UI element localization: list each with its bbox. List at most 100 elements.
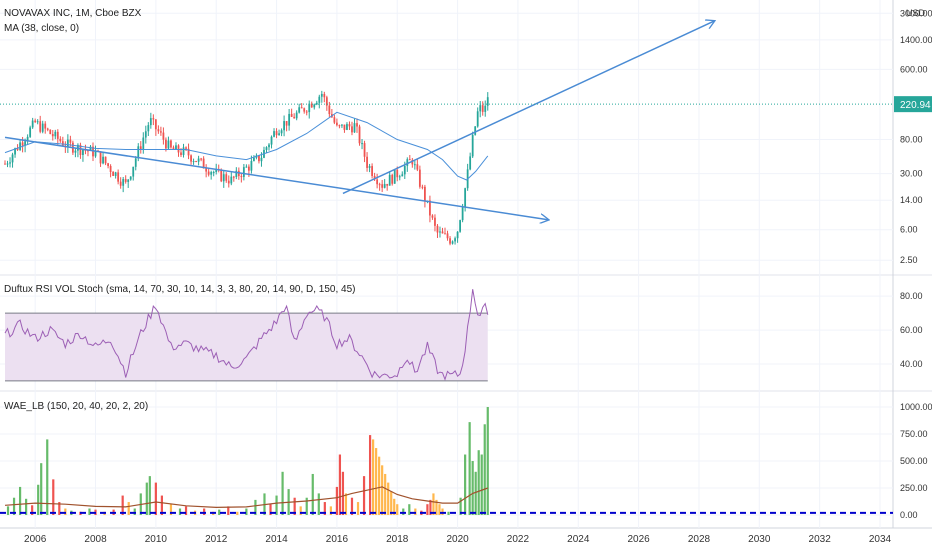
price-candle [79, 144, 82, 155]
price-candle [132, 166, 135, 177]
price-candle [391, 174, 394, 184]
price-candle [225, 174, 228, 181]
price-candle [413, 164, 416, 166]
price-candle [119, 181, 122, 186]
price-candle [341, 124, 343, 126]
wae-bar [178, 508, 182, 515]
wae-bar [381, 465, 384, 515]
price-candle [61, 141, 64, 146]
price-candle [44, 123, 47, 129]
price-candle [242, 167, 245, 177]
time-axis-label: 2006 [24, 534, 47, 545]
price-axis-label: 30.00 [900, 169, 923, 179]
price-candle [383, 183, 386, 188]
price-candle [398, 176, 401, 178]
wae-bar [154, 482, 157, 515]
price-candle [436, 225, 439, 233]
price-candle [278, 133, 280, 136]
price-candle [144, 131, 147, 138]
wae-legend-label[interactable]: WAE_LB (150, 20, 40, 20, 2, 20) [4, 401, 149, 412]
price-candle [295, 112, 298, 119]
price-candle [197, 158, 200, 162]
wae-bar [46, 439, 49, 515]
price-candle [66, 139, 69, 148]
price-candle [469, 156, 472, 170]
price-candle [147, 125, 150, 132]
price-candle [335, 122, 338, 126]
wae-bar [52, 479, 55, 515]
price-candle [280, 130, 283, 134]
time-axis-label: 2028 [688, 534, 711, 545]
price-candle [222, 174, 225, 182]
price-candle [268, 144, 270, 148]
price-candle [16, 148, 19, 150]
time-axis-label: 2030 [748, 534, 771, 545]
price-candle [446, 233, 449, 239]
wae-bar [396, 504, 399, 515]
wae-bar [12, 497, 16, 515]
price-candle [371, 166, 373, 176]
price-candle [9, 162, 11, 164]
wae-bar [429, 499, 432, 515]
wae-bar [236, 511, 239, 515]
price-candle [328, 105, 331, 115]
wae-bar [435, 499, 438, 515]
price-candle [351, 126, 353, 133]
wae-bar [362, 476, 366, 515]
price-candle [112, 171, 115, 176]
wae-bar [311, 473, 314, 515]
price-candle [202, 158, 205, 169]
price-candle [51, 134, 54, 137]
wae-bar [414, 508, 417, 515]
price-candle [235, 170, 238, 177]
price-candle [6, 163, 9, 165]
price-candle [82, 149, 84, 155]
price-candle [396, 169, 399, 178]
price-candle [159, 131, 162, 133]
price-candle [315, 102, 318, 105]
wae-axis-label: 1000.00 [900, 402, 932, 412]
price-candle [162, 132, 165, 140]
wae-bar [335, 486, 338, 515]
price-candle [232, 176, 235, 178]
wae-bar [281, 471, 284, 515]
price-candle [104, 156, 107, 164]
wae-axis-label: 500.00 [900, 456, 928, 466]
wae-bar [218, 509, 221, 515]
price-axis-label: 80.00 [900, 135, 923, 145]
time-axis-label: 2024 [567, 534, 590, 545]
wae-bar [203, 508, 206, 515]
wae-bar [329, 506, 332, 515]
price-candle [21, 142, 24, 146]
wae-bar [378, 456, 381, 515]
time-axis-label: 2012 [205, 534, 228, 545]
wae-explosion-line [4, 486, 489, 509]
price-candle [418, 169, 421, 187]
price-candle [109, 166, 112, 172]
wae-bar [384, 473, 387, 515]
price-candle [313, 104, 316, 108]
wae-bar [338, 454, 342, 515]
price-candle [59, 138, 62, 142]
price-candle [298, 107, 301, 113]
symbol-title[interactable]: NOVAVAX INC, 1M, Cboe BZX [4, 8, 142, 19]
wae-bar [477, 450, 480, 515]
price-candle [172, 147, 175, 150]
price-candle [29, 127, 32, 137]
wae-bar [441, 508, 444, 515]
ma-legend-label[interactable]: MA (38, close, 0) [4, 23, 80, 34]
price-candle [411, 159, 414, 165]
wae-bar [305, 497, 308, 515]
wae-bar [121, 495, 124, 515]
price-candle [454, 238, 456, 242]
wae-bar [387, 482, 390, 515]
price-candle [486, 97, 489, 106]
price-candle [124, 179, 127, 182]
price-candle [14, 148, 16, 155]
wae-bar [169, 504, 173, 515]
price-candle [117, 172, 120, 182]
rsi-legend-label[interactable]: Duftux RSI VOL Stoch (sma, 14, 70, 30, 1… [4, 284, 356, 295]
rsi-pane [4, 289, 489, 382]
price-candle [46, 128, 49, 130]
